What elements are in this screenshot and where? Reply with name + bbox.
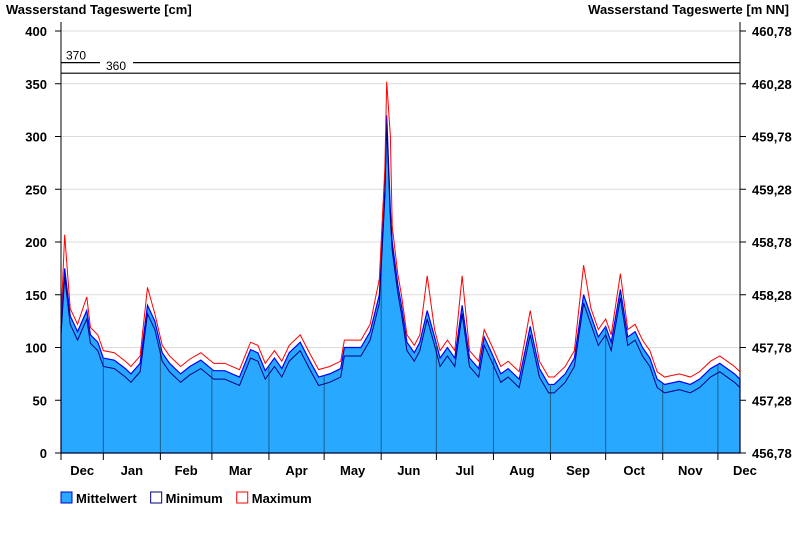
- legend-swatch: [60, 491, 73, 504]
- y2-tick-label: 456,78: [752, 446, 792, 461]
- x-tick-label: Feb: [175, 463, 198, 478]
- x-tick-label: Jul: [456, 463, 475, 478]
- x-tick-label: Apr: [285, 463, 307, 478]
- legend-label: Maximum: [252, 491, 312, 506]
- y2-tick-label: 458,28: [752, 288, 792, 303]
- legend-swatch: [236, 491, 249, 504]
- x-tick-label: Aug: [509, 463, 534, 478]
- x-tick-label: Mar: [229, 463, 252, 478]
- y-tick-label: 0: [40, 446, 47, 461]
- threshold-370-label: 370: [66, 49, 86, 63]
- y2-tick-label: 457,78: [752, 341, 792, 356]
- y-tick-label: 300: [25, 130, 47, 145]
- x-tick-label: Jun: [397, 463, 420, 478]
- y-tick-label: 150: [25, 288, 47, 303]
- series-maximum-line: [60, 81, 741, 378]
- y-tick-label: 100: [25, 341, 47, 356]
- legend-label: Mittelwert: [76, 491, 137, 506]
- legend-label: Minimum: [166, 491, 223, 506]
- y2-tick-label: 458,78: [752, 235, 792, 250]
- x-tick-label: Dec: [733, 463, 757, 478]
- y2-tick-label: 457,28: [752, 393, 792, 408]
- y-tick-label: 250: [25, 182, 47, 197]
- y-tick-label: 400: [25, 24, 47, 39]
- legend-swatch: [150, 491, 163, 504]
- series-minimum-line: [60, 123, 741, 394]
- series-mittelwert-area: [60, 115, 741, 454]
- x-tick-label: Nov: [678, 463, 703, 478]
- x-tick-label: Dec: [70, 463, 94, 478]
- y2-tick-label: 459,78: [752, 130, 792, 145]
- title-right: Wasserstand Tageswerte [m NN]: [588, 2, 789, 17]
- y2-tick-label: 460,78: [752, 24, 792, 39]
- y-tick-label: 350: [25, 77, 47, 92]
- x-tick-label: Oct: [623, 463, 645, 478]
- y-tick-label: 50: [33, 393, 47, 408]
- x-tick-label: Sep: [566, 463, 590, 478]
- threshold-360-label: 360: [106, 59, 126, 73]
- x-tick-label: Jan: [121, 463, 143, 478]
- x-tick-label: May: [340, 463, 366, 478]
- y2-tick-label: 459,28: [752, 182, 792, 197]
- y-tick-label: 200: [25, 235, 47, 250]
- title-left: Wasserstand Tageswerte [cm]: [6, 2, 192, 17]
- y2-tick-label: 460,28: [752, 77, 792, 92]
